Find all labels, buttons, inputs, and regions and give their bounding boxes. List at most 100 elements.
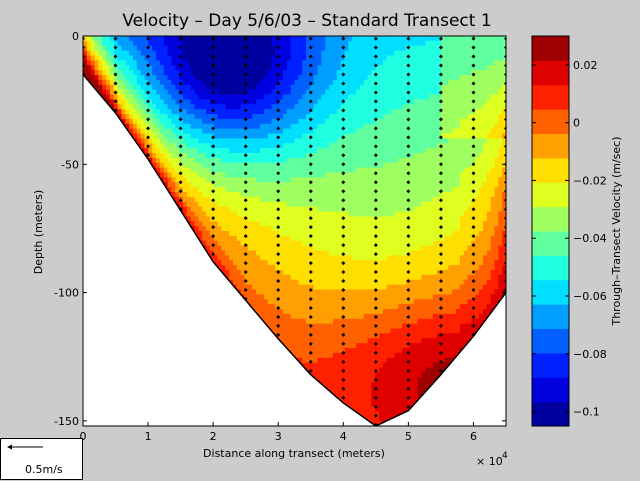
- velocity-cell: [306, 245, 311, 252]
- velocity-cell: [236, 221, 242, 227]
- velocity-cell: [379, 133, 384, 139]
- velocity-cell: [236, 182, 242, 188]
- velocity-cell: [375, 357, 380, 364]
- velocity-cell: [352, 260, 357, 266]
- velocity-cell: [202, 153, 207, 159]
- velocity-cell: [240, 148, 246, 154]
- velocity-cell: [344, 348, 349, 354]
- velocity-cell: [309, 172, 315, 178]
- velocity-cell: [402, 138, 407, 144]
- velocity-cell: [352, 153, 357, 159]
- velocity-cell: [421, 79, 426, 86]
- velocity-cell: [409, 391, 415, 398]
- velocity-cell: [332, 143, 338, 149]
- velocity-cell: [182, 36, 188, 42]
- velocity-cell: [186, 177, 192, 183]
- velocity-cell: [267, 167, 273, 174]
- velocity-cell: [275, 235, 280, 242]
- velocity-cell: [148, 36, 153, 42]
- velocity-cell: [413, 367, 419, 373]
- velocity-cell: [379, 177, 384, 183]
- velocity-cell: [290, 255, 296, 261]
- velocity-cell: [352, 343, 357, 349]
- velocity-cell: [325, 99, 330, 105]
- velocity-cell: [125, 70, 130, 76]
- velocity-cell: [282, 318, 288, 325]
- velocity-cell: [263, 299, 269, 305]
- velocity-cell: [171, 55, 176, 61]
- velocity-cell: [279, 177, 284, 183]
- velocity-cell: [386, 265, 392, 271]
- velocity-cell: [390, 270, 396, 276]
- velocity-cell: [329, 157, 334, 164]
- velocity-cell: [421, 235, 426, 242]
- velocity-cell: [409, 289, 415, 295]
- velocity-cell: [390, 167, 396, 174]
- velocity-cell: [352, 162, 357, 169]
- velocity-cell: [359, 255, 365, 261]
- velocity-cell: [152, 65, 157, 71]
- velocity-cell: [286, 89, 292, 96]
- velocity-cell: [406, 382, 411, 388]
- velocity-cell: [282, 201, 288, 208]
- velocity-cell: [332, 187, 338, 193]
- velocity-cell: [248, 153, 253, 159]
- velocity-cell: [252, 201, 257, 208]
- velocity-cell: [375, 411, 380, 417]
- velocity-cell: [298, 75, 303, 81]
- velocity-cell: [367, 109, 373, 115]
- velocity-cell: [306, 45, 311, 52]
- velocity-cell: [286, 245, 292, 252]
- velocity-cell: [240, 196, 246, 203]
- velocity-cell: [229, 182, 234, 188]
- velocity-cell: [382, 153, 388, 159]
- velocity-cell: [156, 123, 161, 130]
- velocity-cell: [356, 182, 361, 188]
- velocity-cell: [332, 304, 338, 310]
- velocity-cell: [390, 94, 396, 100]
- velocity-cell: [344, 177, 349, 183]
- velocity-cell: [190, 75, 196, 81]
- velocity-cell: [425, 177, 430, 183]
- velocity-cell: [267, 235, 273, 242]
- velocity-cell: [413, 99, 419, 105]
- velocity-cell: [182, 94, 188, 100]
- velocity-cell: [356, 221, 361, 227]
- velocity-cell: [348, 260, 353, 266]
- velocity-cell: [259, 274, 265, 281]
- velocity-cell: [286, 250, 292, 256]
- velocity-cell: [394, 60, 399, 66]
- velocity-cell: [409, 157, 415, 164]
- velocity-cell: [406, 114, 411, 120]
- velocity-cell: [344, 387, 349, 393]
- velocity-cell: [294, 318, 299, 325]
- velocity-cell: [336, 391, 342, 398]
- velocity-cell: [436, 84, 442, 91]
- velocity-cell: [379, 40, 384, 47]
- velocity-cell: [359, 167, 365, 174]
- velocity-cell: [382, 167, 388, 174]
- velocity-cell: [432, 323, 438, 330]
- velocity-cell: [406, 177, 411, 183]
- velocity-cell: [271, 128, 276, 135]
- velocity-cell: [309, 45, 315, 52]
- velocity-cell: [256, 226, 261, 232]
- velocity-cell: [202, 104, 207, 110]
- velocity-cell: [267, 118, 273, 125]
- velocity-cell: [248, 167, 253, 174]
- velocity-cell: [302, 75, 307, 81]
- velocity-cell: [386, 411, 392, 417]
- velocity-cell: [175, 79, 180, 86]
- velocity-cell: [363, 396, 369, 403]
- velocity-cell: [394, 75, 399, 81]
- velocity-cell: [352, 352, 357, 359]
- velocity-cell: [382, 411, 388, 417]
- velocity-cell: [202, 50, 207, 57]
- velocity-cell: [336, 45, 342, 52]
- velocity-cell: [425, 352, 430, 359]
- velocity-cell: [356, 65, 361, 71]
- velocity-cell: [248, 201, 253, 208]
- velocity-cell: [271, 313, 276, 320]
- velocity-cell: [375, 172, 380, 178]
- velocity-cell: [379, 401, 384, 408]
